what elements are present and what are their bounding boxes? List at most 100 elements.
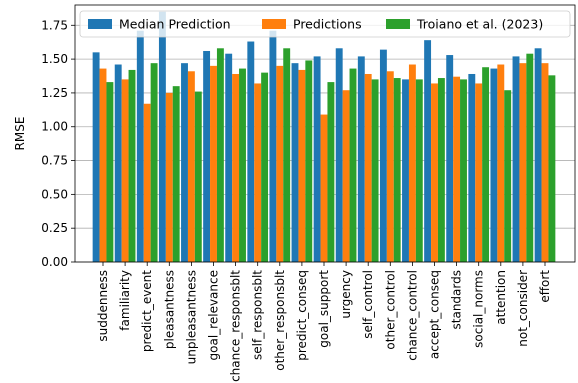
bar-goal_support-0 (313, 56, 321, 263)
legend: Median Prediction Predictions Troiano et a… (79, 10, 571, 38)
bar-social_norms-2 (482, 67, 490, 262)
bar-urgency-0 (335, 48, 343, 262)
bar-layer (92, 11, 556, 263)
x-tick-label: unpleasantness (184, 270, 198, 364)
bar-attention-0 (490, 68, 498, 262)
bar-self_responsblt-2 (261, 72, 269, 262)
y-tick-label: 1.00 (41, 120, 68, 134)
bar-other_control-0 (379, 49, 387, 262)
bar-other_responsblt-1 (276, 65, 284, 262)
bar-familiarity-2 (128, 69, 136, 262)
bar-predict_conseq-0 (291, 63, 299, 262)
x-tick-label: predict_conseq (295, 270, 309, 361)
bar-suddenness-0 (92, 52, 100, 263)
bar-standards-1 (453, 76, 461, 262)
x-tick-label: chance_control (405, 270, 419, 361)
x-tick-label: urgency (339, 270, 353, 319)
bar-attention-2 (504, 90, 512, 262)
legend-label: Predictions (293, 17, 362, 32)
bar-other_responsblt-2 (283, 48, 291, 262)
bar-unpleasantness-1 (187, 71, 195, 262)
y-tick-label: 0.00 (41, 255, 68, 269)
legend-label: Troiano et al. (2023) (416, 17, 543, 32)
bar-self_control-0 (357, 56, 365, 263)
bar-accept_conseq-0 (424, 40, 432, 262)
x-tick-label: predict_event (140, 270, 154, 352)
bar-predict_conseq-2 (305, 60, 313, 263)
bar-urgency-2 (349, 68, 357, 262)
bar-chance_responsblt-1 (232, 73, 240, 262)
bar-predict_event-2 (150, 63, 158, 262)
bar-other_control-1 (386, 71, 394, 262)
bar-familiarity-1 (121, 79, 129, 262)
bar-self_control-1 (364, 73, 372, 262)
axis-layer: 0.00 0.25 0.50 0.75 1.00 1.25 1.50 1.75 suddenne… (41, 4, 576, 382)
bar-other_responsblt-0 (269, 30, 277, 263)
x-tick-label: goal_relevance (207, 270, 221, 360)
bar-urgency-1 (342, 90, 350, 262)
bar-self_responsblt-1 (254, 83, 262, 262)
bar-unpleasantness-0 (181, 63, 188, 262)
bar-predict_event-1 (143, 103, 151, 263)
bar-chance_control-0 (402, 79, 409, 262)
x-tick-label: self_responsblt (251, 270, 265, 360)
bar-self_control-2 (371, 79, 379, 262)
bar-chance_control-2 (415, 79, 423, 262)
bar-effort-1 (541, 63, 549, 262)
x-tick-label: not_consider (516, 270, 530, 347)
bar-accept_conseq-1 (431, 83, 438, 262)
y-tick-label: 1.25 (41, 86, 68, 100)
y-tick-label: 1.75 (41, 18, 68, 32)
bar-attention-1 (497, 64, 505, 262)
bar-chance_responsblt-2 (239, 68, 246, 262)
y-tick-label: 1.50 (41, 52, 68, 66)
x-tick-label: goal_support (317, 270, 331, 348)
bar-goal_relevance-1 (210, 65, 217, 262)
bar-effort-0 (534, 48, 542, 262)
bar-suddenness-1 (99, 68, 107, 262)
bar-pleasantness-2 (172, 86, 180, 262)
plot-frame (74, 4, 576, 263)
legend-label: Median Prediction (119, 17, 231, 32)
x-tick-label: self_control (361, 270, 375, 339)
bar-not_consider-0 (512, 56, 520, 263)
bar-pleasantness-1 (165, 92, 173, 262)
x-tick-label: standards (450, 270, 464, 329)
x-tick-label: familiarity (118, 270, 132, 331)
bar-chance_control-1 (408, 64, 416, 262)
legend-swatch (262, 19, 286, 29)
x-tick-label: other_responsblt (273, 270, 287, 371)
x-tick-label: pleasantness (162, 270, 176, 349)
bar-self_responsblt-0 (247, 41, 255, 262)
bar-goal_support-2 (327, 82, 335, 262)
legend-swatch (386, 19, 410, 29)
bar-pleasantness-0 (158, 11, 166, 263)
bar-standards-2 (460, 79, 467, 262)
legend-box (79, 10, 571, 38)
bar-other_control-2 (393, 78, 401, 262)
bar-goal_relevance-0 (203, 50, 211, 263)
bar-chance_responsblt-0 (225, 53, 233, 263)
bar-goal_support-1 (320, 114, 328, 262)
x-tick-label: other_control (383, 270, 397, 350)
x-tick-label: social_norms (472, 270, 486, 348)
bar-familiarity-0 (114, 64, 122, 262)
bar-effort-2 (548, 75, 556, 262)
x-tick-label: accept_conseq (428, 270, 442, 359)
x-tick-label: attention (494, 270, 508, 325)
bar-goal_relevance-2 (216, 48, 224, 262)
x-tick-label: chance_responsblt (229, 270, 243, 382)
bar-social_norms-0 (468, 73, 476, 262)
bar-suddenness-2 (106, 82, 114, 262)
bar-social_norms-1 (475, 83, 483, 262)
bar-not_consider-2 (526, 53, 534, 263)
bar-predict_conseq-1 (298, 69, 306, 262)
legend-swatch (88, 19, 112, 29)
y-tick-label: 0.25 (41, 221, 68, 235)
y-axis-label: RMSE (13, 117, 27, 151)
x-tick-label: effort (538, 270, 552, 303)
bar-predict_event-0 (136, 30, 144, 263)
x-tick-label: suddenness (96, 270, 110, 342)
